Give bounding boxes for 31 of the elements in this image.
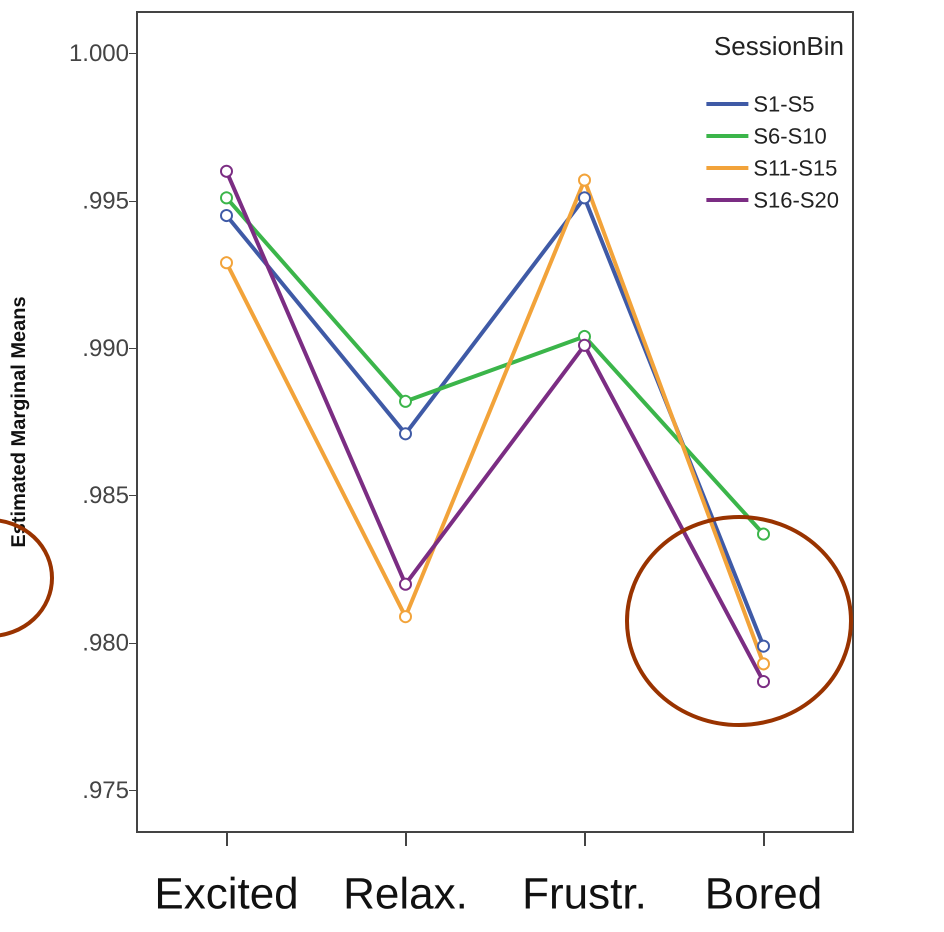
point [757, 657, 770, 670]
y-tick-label: .995 [82, 187, 129, 214]
legend-label: S6-S10 [753, 124, 827, 148]
x-tick-label: Bored [704, 870, 822, 918]
y-tick-label: .980 [82, 630, 129, 657]
y-tick-label: 1.000 [68, 40, 129, 67]
point [220, 256, 233, 270]
x-tick-label: Frustr. [522, 870, 647, 918]
point [757, 675, 770, 688]
point [578, 338, 591, 352]
legend-label: S16-S20 [753, 188, 840, 212]
x-tick-label: Excited [154, 870, 299, 918]
legend-title: SessionBin [714, 31, 844, 61]
y-tick-label: .975 [82, 777, 129, 804]
point [220, 191, 233, 204]
point [399, 610, 412, 624]
y-axis-title: Estimated Marginal Means [8, 296, 30, 548]
point [399, 427, 412, 440]
point [220, 209, 233, 222]
point [578, 191, 591, 204]
point [399, 578, 412, 591]
x-tick-label: Relax. [343, 870, 468, 918]
point [757, 640, 770, 653]
legend-label: S1-S5 [753, 92, 815, 116]
point [220, 164, 233, 178]
y-tick-label: .985 [82, 482, 129, 510]
point [578, 174, 591, 187]
y-tick-label: .990 [82, 334, 129, 362]
legend-label: S11-S15 [753, 156, 838, 180]
point [757, 528, 770, 541]
point [399, 394, 412, 408]
